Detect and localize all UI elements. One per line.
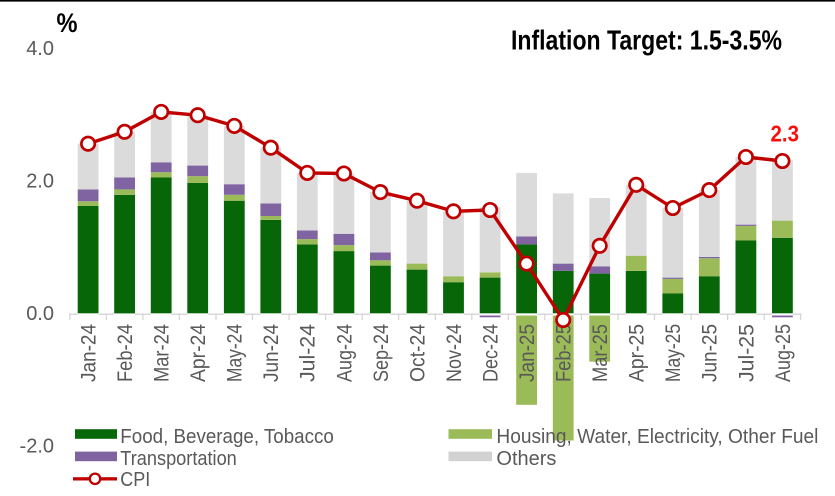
svg-text:May-24: May-24: [224, 324, 247, 382]
svg-text:%: %: [57, 8, 78, 38]
svg-text:Nov-24: Nov-24: [443, 324, 466, 382]
svg-text:Sep-24: Sep-24: [370, 324, 393, 382]
svg-text:2.3: 2.3: [771, 121, 800, 147]
svg-text:Oct-24: Oct-24: [406, 324, 429, 382]
svg-text:Mar-25: Mar-25: [589, 324, 612, 382]
svg-text:Mar-24: Mar-24: [151, 324, 174, 382]
svg-text:Dec-24: Dec-24: [480, 324, 503, 382]
svg-text:Jul-25: Jul-25: [735, 324, 758, 382]
svg-text:Housing, Water, Electricity, O: Housing, Water, Electricity, Other Fuel: [496, 426, 818, 448]
svg-text:Jan-24: Jan-24: [78, 324, 101, 382]
svg-text:2.0: 2.0: [26, 171, 54, 193]
svg-text:4.0: 4.0: [26, 38, 54, 60]
svg-text:-2.0: -2.0: [20, 436, 54, 458]
svg-text:Jun-25: Jun-25: [699, 324, 722, 382]
svg-text:Inflation Target: 1.5-3.5%: Inflation Target: 1.5-3.5%: [511, 25, 782, 56]
svg-text:Transportation: Transportation: [120, 448, 237, 470]
svg-text:Jul-24: Jul-24: [297, 324, 320, 382]
svg-text:Feb-24: Feb-24: [114, 324, 137, 382]
svg-text:Jun-24: Jun-24: [260, 324, 283, 382]
svg-text:Aug-25: Aug-25: [772, 324, 795, 382]
svg-text:CPI: CPI: [120, 469, 150, 491]
svg-text:Feb-25: Feb-25: [553, 324, 576, 382]
svg-text:Food, Beverage, Tobacco: Food, Beverage, Tobacco: [120, 426, 333, 448]
svg-text:0.0: 0.0: [26, 303, 54, 325]
svg-text:Jan-25: Jan-25: [516, 324, 539, 382]
svg-text:Others: Others: [496, 448, 556, 470]
svg-text:Apr-24: Apr-24: [187, 324, 210, 382]
svg-text:Apr-25: Apr-25: [626, 324, 649, 382]
svg-text:Aug-24: Aug-24: [333, 324, 356, 382]
svg-text:May-25: May-25: [662, 324, 685, 382]
